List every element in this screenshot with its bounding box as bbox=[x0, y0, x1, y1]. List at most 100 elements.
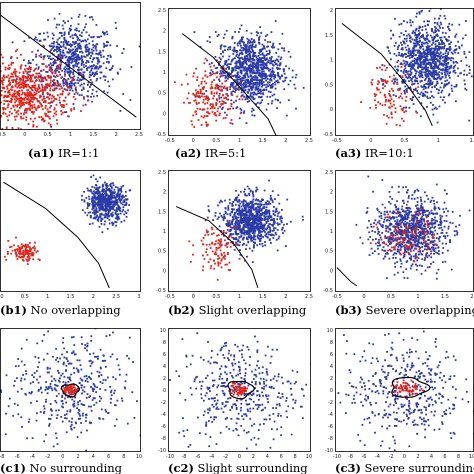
majority-point bbox=[257, 32, 260, 34]
majority-point bbox=[96, 94, 98, 97]
minority-point bbox=[196, 95, 199, 98]
majority-point bbox=[43, 55, 46, 57]
minority-point bbox=[25, 83, 28, 86]
majority-point bbox=[449, 48, 452, 50]
majority-point bbox=[109, 54, 112, 57]
minority-point bbox=[52, 96, 55, 98]
minority-point bbox=[0, 53, 3, 56]
majority-point bbox=[76, 29, 78, 32]
majority-point bbox=[231, 71, 234, 73]
majority-point bbox=[429, 54, 432, 57]
majority-point bbox=[269, 79, 271, 81]
minority-point bbox=[29, 102, 31, 105]
majority-point bbox=[269, 91, 272, 93]
minority-point bbox=[406, 73, 409, 76]
majority-point bbox=[100, 71, 103, 74]
majority-point bbox=[96, 180, 99, 183]
majority-point bbox=[237, 73, 239, 76]
majority-point bbox=[96, 73, 98, 75]
majority-point bbox=[232, 81, 235, 84]
minority-point bbox=[56, 122, 59, 125]
minority-point bbox=[58, 71, 61, 74]
majority-point bbox=[251, 91, 254, 94]
majority-point bbox=[114, 191, 116, 194]
minority-point bbox=[385, 99, 387, 101]
minority-point bbox=[401, 117, 403, 120]
majority-point bbox=[47, 19, 49, 21]
minority-point bbox=[4, 90, 7, 93]
majority-point bbox=[425, 41, 428, 44]
minority-point bbox=[22, 253, 25, 255]
majority-point bbox=[81, 56, 83, 58]
minority-point bbox=[9, 81, 12, 84]
majority-point bbox=[418, 41, 421, 43]
majority-point bbox=[246, 100, 249, 103]
minority-point bbox=[18, 100, 21, 103]
majority-point bbox=[85, 43, 88, 46]
majority-point bbox=[216, 67, 218, 69]
majority-point bbox=[454, 64, 457, 67]
majority-point bbox=[271, 70, 274, 73]
majority-point bbox=[260, 48, 262, 51]
minority-point bbox=[4, 255, 6, 258]
majority-point bbox=[455, 85, 458, 88]
minority-point bbox=[50, 75, 52, 78]
majority-point bbox=[84, 15, 87, 17]
minority-point bbox=[16, 249, 19, 252]
minority-point bbox=[60, 110, 62, 112]
minority-point bbox=[389, 95, 392, 98]
minority-point bbox=[376, 87, 378, 89]
minority-point bbox=[42, 69, 45, 71]
majority-point bbox=[214, 31, 217, 33]
majority-point bbox=[451, 90, 454, 92]
majority-point bbox=[253, 245, 255, 248]
majority-point bbox=[436, 74, 438, 76]
majority-point bbox=[239, 87, 242, 90]
majority-point bbox=[270, 224, 273, 226]
majority-point bbox=[422, 68, 424, 71]
majority-point bbox=[95, 70, 98, 73]
minority-point bbox=[22, 254, 25, 257]
majority-point bbox=[104, 208, 107, 211]
majority-point bbox=[98, 60, 101, 63]
minority-point bbox=[13, 98, 16, 101]
minority-point bbox=[387, 116, 390, 119]
majority-point bbox=[409, 86, 412, 89]
minority-point bbox=[215, 104, 218, 106]
majority-point bbox=[454, 72, 457, 74]
majority-point bbox=[254, 203, 257, 205]
majority-point bbox=[387, 99, 390, 101]
majority-point bbox=[248, 45, 250, 48]
minority-point bbox=[5, 95, 7, 97]
majority-point bbox=[100, 223, 103, 225]
majority-point bbox=[50, 45, 53, 48]
majority-point bbox=[99, 215, 101, 217]
majority-point bbox=[406, 61, 409, 63]
minority-point bbox=[8, 111, 11, 113]
majority-point bbox=[87, 49, 90, 52]
majority-point bbox=[73, 93, 76, 95]
minority-point bbox=[50, 97, 53, 100]
majority-point bbox=[56, 69, 59, 72]
majority-point bbox=[67, 20, 69, 23]
majority-point bbox=[450, 41, 452, 44]
majority-point bbox=[272, 73, 275, 76]
majority-point bbox=[252, 220, 254, 222]
majority-point bbox=[447, 51, 450, 54]
minority-point bbox=[80, 73, 83, 76]
majority-point bbox=[229, 223, 232, 226]
majority-point bbox=[224, 45, 227, 48]
minority-point bbox=[390, 112, 393, 115]
x-tick-label: 1.5 bbox=[67, 294, 75, 300]
majority-point bbox=[295, 73, 298, 76]
majority-point bbox=[81, 58, 84, 61]
minority-point bbox=[9, 246, 11, 249]
majority-point bbox=[86, 54, 88, 56]
majority-point bbox=[404, 85, 407, 88]
majority-point bbox=[246, 37, 249, 40]
minority-point bbox=[218, 97, 221, 100]
majority-point bbox=[107, 211, 110, 214]
minority-point bbox=[28, 65, 31, 68]
majority-point bbox=[108, 205, 110, 208]
majority-point bbox=[70, 55, 73, 58]
